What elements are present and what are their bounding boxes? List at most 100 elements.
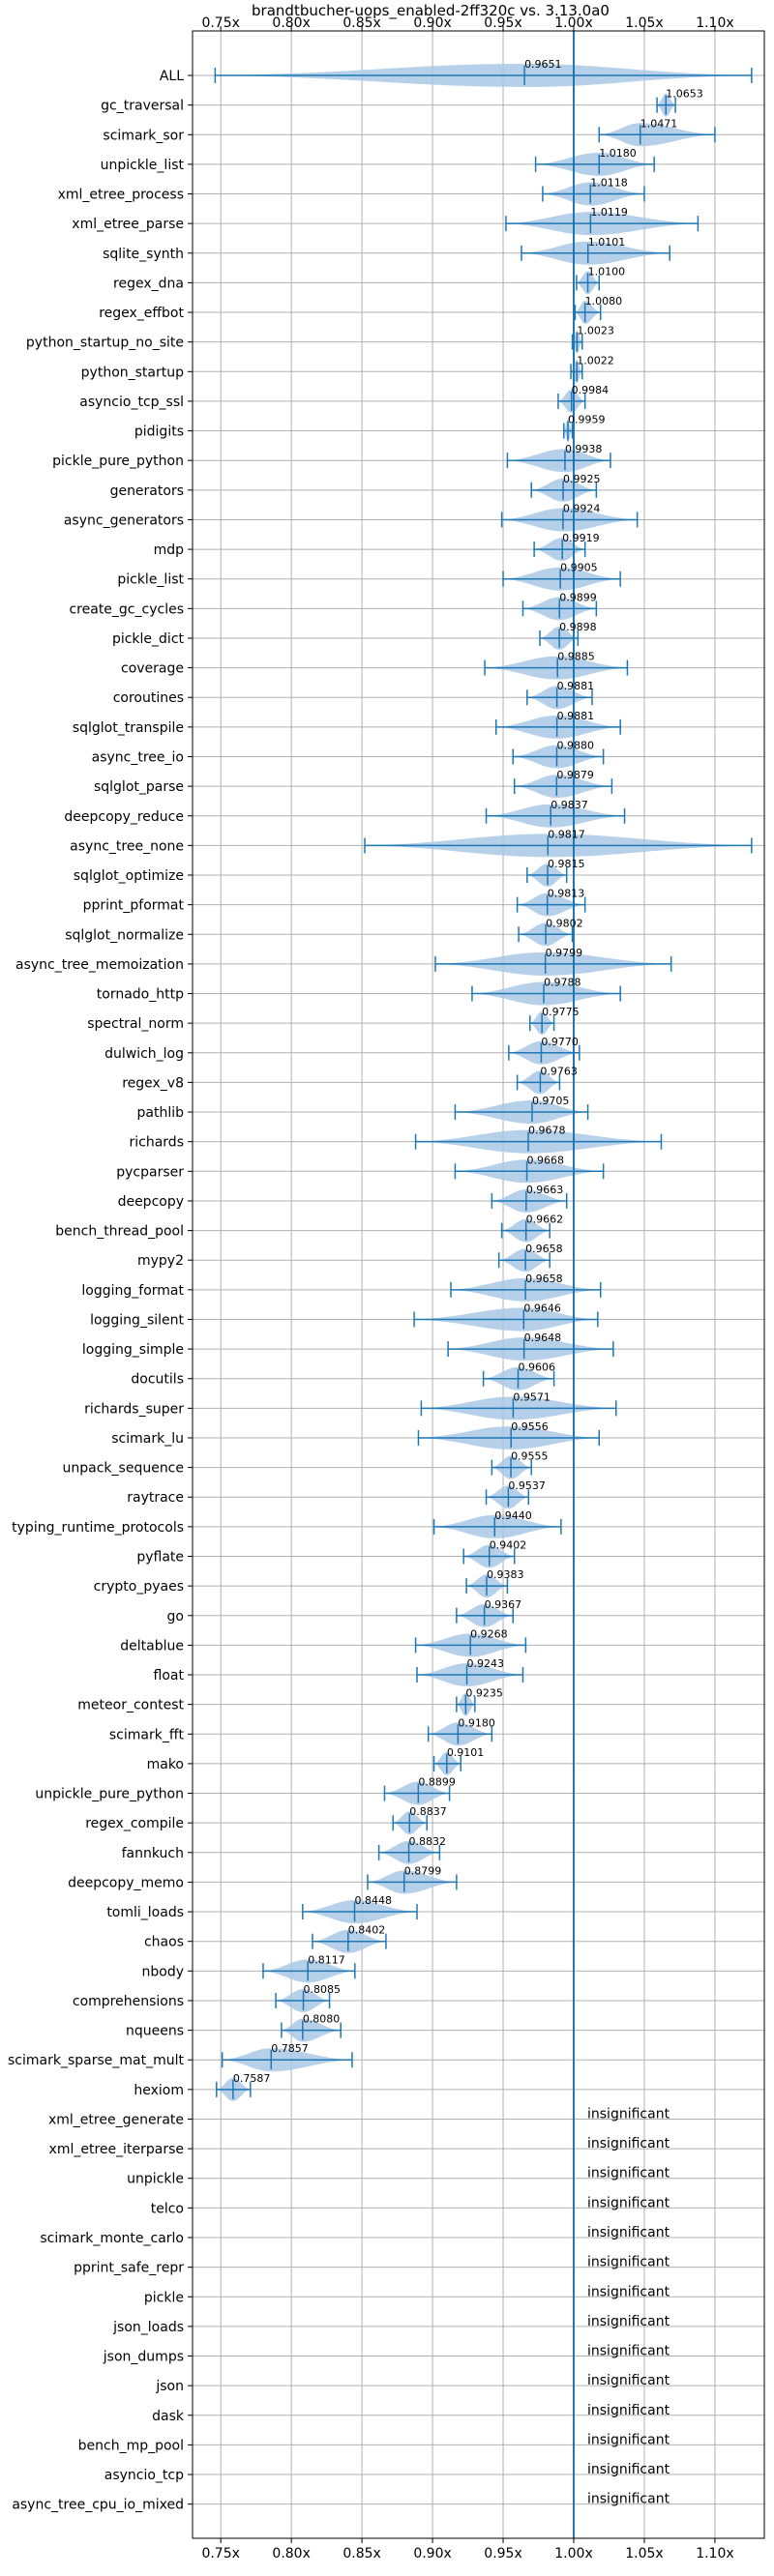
y-tick-label: pycparser [116, 1164, 184, 1180]
value-label: 0.8832 [409, 1835, 447, 1848]
y-tick-label: deltablue [120, 1638, 184, 1654]
y-tick-label: sqlglot_parse [94, 779, 184, 795]
y-tick-label: logging_simple [82, 1342, 184, 1358]
y-tick-label: pprint_pformat [83, 898, 185, 914]
y-tick-label: xml_etree_generate [48, 2112, 184, 2127]
value-label: 0.9959 [568, 414, 606, 426]
y-tick-label: crypto_pyaes [94, 1579, 184, 1595]
value-label: 0.9925 [563, 473, 601, 485]
y-tick-label: logging_format [81, 1283, 184, 1299]
insignificant-label: insignificant [587, 2225, 670, 2240]
y-tick-label: pickle_list [117, 572, 184, 588]
x-tick-label-top: 0.90x [413, 15, 451, 31]
y-tick-label: scimark_sor [103, 128, 184, 143]
y-tick-label: generators [110, 483, 184, 499]
x-tick-label-bottom: 0.75x [201, 2546, 239, 2561]
value-label: 0.9924 [563, 502, 601, 514]
y-tick-label: ALL [160, 69, 184, 84]
value-label: 1.0023 [577, 325, 614, 337]
insignificant-label: insignificant [587, 2344, 670, 2359]
value-label: 0.9705 [532, 1095, 570, 1107]
insignificant-label: insignificant [587, 2373, 670, 2388]
insignificant-label: insignificant [587, 2195, 670, 2210]
y-tick-label: hexiom [134, 2083, 184, 2098]
x-tick-label-top: 0.80x [272, 15, 310, 31]
y-tick-label: richards_super [84, 1401, 184, 1417]
value-label: 0.9383 [487, 1568, 524, 1581]
value-label: 0.9537 [508, 1479, 546, 1492]
y-tick-label-layer: ALL gc_traversal scimark_sor unpickle_listx… [8, 69, 193, 2513]
value-label: 0.9180 [458, 1716, 495, 1729]
y-tick-label: unpickle_list [101, 158, 185, 173]
chart-title: brandtbucher-uops_enabled-2ff320c vs. 3.… [252, 2, 610, 20]
y-tick-label: scimark_sparse_mat_mult [8, 2053, 184, 2068]
y-tick-label: regex_dna [113, 276, 184, 291]
y-tick-label: go [167, 1609, 184, 1625]
value-label: 0.9571 [513, 1390, 551, 1403]
y-tick-label: async_tree_cpu_io_mixed [12, 2498, 184, 2513]
value-label: 1.0471 [640, 117, 678, 130]
y-tick-label: regex_compile [85, 1816, 184, 1831]
y-tick-label: nbody [142, 1964, 185, 1979]
value-label: 0.9555 [511, 1450, 549, 1463]
value-label: 1.0080 [585, 295, 623, 307]
value-label: 0.9885 [557, 651, 595, 663]
value-label: 0.9770 [541, 1036, 579, 1048]
y-tick-label: mako [147, 1757, 184, 1772]
value-label: 0.9775 [542, 1006, 580, 1018]
y-tick-label: unpickle_pure_python [35, 1787, 184, 1802]
y-tick-label: coverage [121, 661, 184, 677]
y-tick-label: unpickle [127, 2172, 184, 2187]
value-label: 0.8117 [308, 1953, 345, 1966]
value-label: 0.9763 [540, 1065, 578, 1077]
x-tick-label-bottom: 0.85x [342, 2546, 380, 2561]
value-label: 0.9898 [559, 621, 597, 633]
value-label: 0.9799 [546, 947, 583, 959]
x-tick-label-top: 0.95x [484, 15, 521, 31]
value-label: 0.9268 [470, 1627, 508, 1640]
y-tick-label: async_generators [64, 512, 184, 528]
y-tick-label: pidigits [134, 424, 184, 440]
insignificant-label: insignificant [587, 2432, 670, 2447]
x-tick-label-top: 1.05x [625, 15, 663, 31]
value-label: 0.8448 [355, 1894, 393, 1907]
value-label: 0.9881 [557, 680, 595, 692]
value-label: 1.0101 [588, 236, 626, 249]
y-tick-label: spectral_norm [87, 1016, 184, 1032]
value-label: 0.8899 [418, 1776, 456, 1789]
value-label: 0.9668 [527, 1154, 565, 1166]
y-tick-label: async_tree_none [70, 838, 184, 854]
y-tick-label: xml_etree_iterparse [49, 2142, 184, 2157]
y-tick-label: mypy2 [137, 1253, 184, 1269]
value-label: 0.9837 [551, 799, 588, 811]
value-label: 0.9556 [511, 1420, 549, 1433]
y-tick-label: pprint_safe_repr [74, 2261, 184, 2276]
value-label: 0.8085 [304, 1983, 342, 1996]
value-label: 0.9899 [559, 591, 597, 603]
y-tick-label: richards [130, 1135, 185, 1151]
y-tick-label: bench_mp_pool [78, 2438, 184, 2453]
value-label: 0.9101 [447, 1746, 485, 1759]
y-tick-label: python_startup [81, 365, 184, 380]
x-tick-label-bottom: 1.00x [554, 2546, 592, 2561]
value-label: 0.9905 [560, 562, 598, 574]
y-tick-label: regex_v8 [122, 1075, 184, 1091]
value-label: 0.9402 [490, 1539, 527, 1552]
y-tick-label: xml_etree_process [58, 188, 184, 203]
insignificant-label: insignificant [587, 2492, 670, 2507]
y-tick-label: docutils [131, 1372, 184, 1388]
insignificant-label: insignificant [587, 2255, 670, 2270]
y-tick-label: fannkuch [122, 1846, 184, 1861]
plot-frame [192, 30, 765, 2539]
insignificant-label: insignificant [587, 2314, 670, 2329]
value-label: 0.9813 [548, 888, 585, 900]
y-tick-label: sqlglot_normalize [65, 927, 184, 943]
y-tick-label: sqlite_synth [103, 247, 184, 262]
y-tick-label: coroutines [113, 690, 184, 706]
value-label: 0.9235 [465, 1687, 503, 1700]
y-tick-label: pickle_pure_python [52, 454, 184, 469]
y-tick-label: asyncio_tcp [104, 2468, 184, 2483]
y-tick-label: float [154, 1668, 185, 1683]
